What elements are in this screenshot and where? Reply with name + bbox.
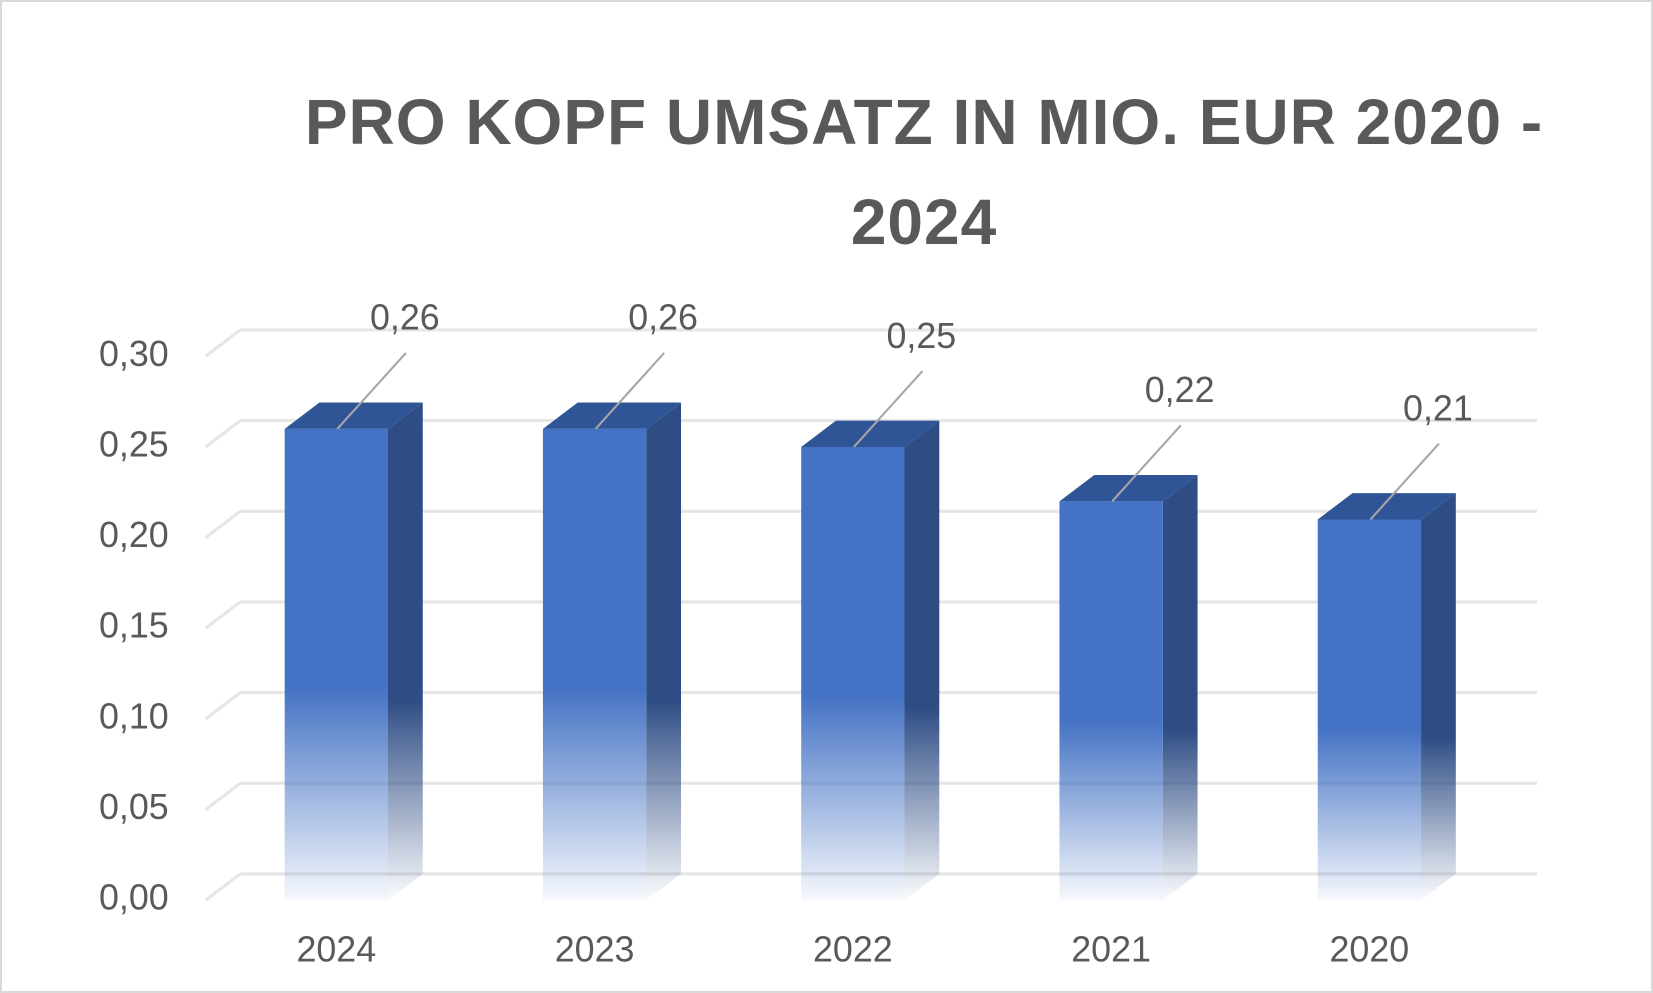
bar-top — [284, 402, 423, 429]
bar-top — [801, 420, 940, 447]
bar-top — [1317, 493, 1456, 520]
leader-line — [594, 352, 665, 430]
leader-line — [336, 352, 407, 430]
data-label: 0,21 — [1403, 388, 1473, 428]
bar — [801, 446, 905, 901]
leader-line — [1369, 442, 1440, 521]
bar-side — [646, 402, 682, 901]
bar — [1317, 519, 1422, 901]
chart-title: PRO KOPF UMSATZ IN MIO. EUR 2020 - 2024 — [304, 86, 1544, 258]
x-tick-label: 2021 — [1071, 929, 1151, 969]
y-tick-label: 0,10 — [99, 696, 169, 736]
bar — [1059, 501, 1163, 901]
data-label: 0,22 — [1145, 370, 1215, 410]
x-tick-label: 2023 — [555, 929, 635, 969]
data-label: 0,26 — [628, 298, 698, 338]
bar — [542, 428, 647, 901]
y-tick-label: 0,00 — [99, 878, 169, 918]
bar-side — [387, 402, 423, 901]
x-tick-label: 2022 — [813, 929, 893, 969]
leader-line — [1111, 424, 1182, 503]
bar-side — [1162, 474, 1198, 901]
y-tick-label: 0,05 — [99, 787, 169, 827]
x-tick-label: 2020 — [1330, 929, 1410, 969]
grid-line-side — [204, 419, 242, 449]
grid-line-side — [204, 691, 242, 721]
bar-side — [1421, 493, 1456, 901]
y-tick-label: 0,25 — [99, 424, 169, 464]
y-tick-label: 0,30 — [99, 334, 169, 374]
grid-line-side — [204, 509, 242, 539]
bar — [284, 428, 388, 901]
leader-line — [853, 370, 924, 448]
bar-top — [1059, 474, 1198, 502]
grid-line-side — [204, 600, 242, 630]
data-label: 0,25 — [887, 316, 957, 356]
grid-line-side — [204, 781, 242, 811]
data-label: 0,26 — [370, 298, 440, 338]
bar-top — [542, 402, 682, 429]
bar-side — [904, 420, 940, 901]
y-tick-label: 0,20 — [99, 515, 169, 555]
x-tick-label: 2024 — [296, 929, 376, 969]
y-tick-label: 0,15 — [99, 606, 169, 646]
grid-line-side — [204, 872, 242, 902]
grid-line-side — [204, 328, 242, 358]
